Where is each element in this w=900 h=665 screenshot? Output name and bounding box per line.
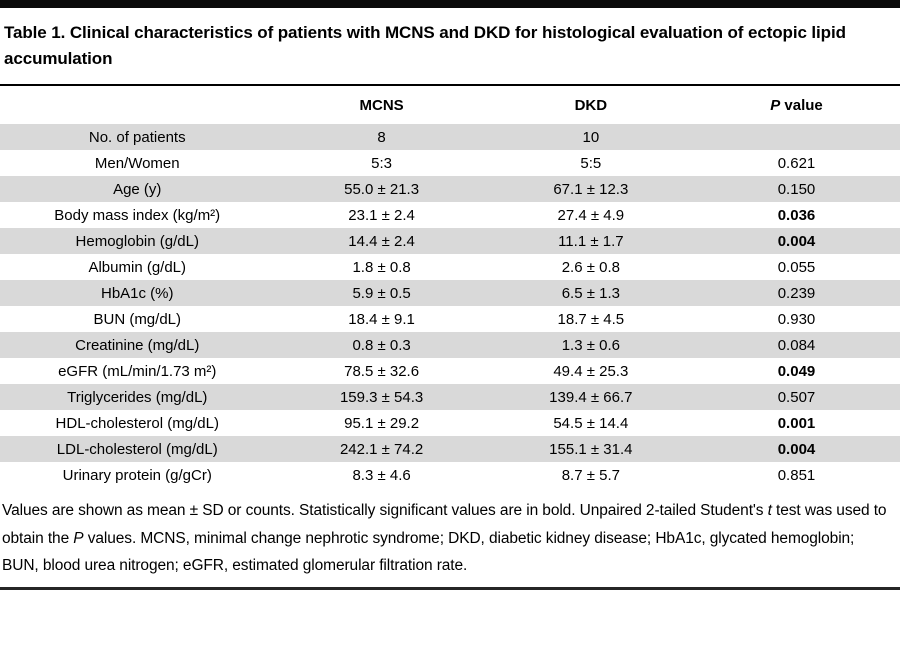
table-row: HDL-cholesterol (mg/dL) 95.1 ± 29.2 54.5 ±…	[0, 410, 900, 436]
row-label: Men/Women	[94, 154, 180, 172]
dkd-value: 10	[582, 128, 600, 146]
footnote-text: test was used to obtain the	[2, 502, 887, 547]
table-row: HbA1c (%) 5.9 ± 0.5 6.5 ± 1.3 0.239	[0, 280, 900, 306]
row-label: Creatinine (mg/dL)	[75, 336, 200, 354]
header-row: MCNS DKD P value	[0, 86, 900, 124]
mcns-value: 5:3	[371, 154, 393, 172]
mcns-value: 0.8 ± 0.3	[352, 336, 411, 354]
mcns-value: 5.9 ± 0.5	[352, 284, 411, 302]
p-value: 0.507	[777, 388, 816, 406]
dkd-value: 27.4 ± 4.9	[557, 206, 625, 224]
row-label: Hemoglobin (g/dL)	[75, 232, 199, 250]
dkd-value: 139.4 ± 66.7	[549, 388, 633, 406]
p-value: 0.930	[777, 310, 816, 328]
dkd-value: 18.7 ± 4.5	[557, 310, 625, 328]
p-value: 0.239	[777, 284, 816, 302]
dkd-value: 155.1 ± 31.4	[549, 440, 633, 458]
dkd-value: 6.5 ± 1.3	[561, 284, 620, 302]
p-value: 0.150	[777, 180, 816, 198]
dkd-value: 54.5 ± 14.4	[553, 414, 629, 432]
row-label: Albumin (g/dL)	[88, 258, 187, 276]
p-value: 0.004	[777, 440, 816, 458]
clinical-characteristics-table: MCNS DKD P value No. of patients 8 10 Men/W…	[0, 86, 900, 488]
table-row: Men/Women 5:3 5:5 0.621	[0, 150, 900, 176]
p-value: 0.084	[777, 336, 816, 354]
column-header-parameter	[0, 86, 275, 124]
mcns-value: 23.1 ± 2.4	[348, 206, 415, 224]
table-row: Body mass index (kg/m²) 23.1 ± 2.4 27.4 ± …	[0, 202, 900, 228]
row-label: HDL-cholesterol (mg/dL)	[55, 414, 219, 432]
table-row: Urinary protein (g/gCr) 8.3 ± 4.6 8.7 ± 5.…	[0, 462, 900, 488]
row-label: No. of patients	[88, 128, 186, 146]
table-row: Hemoglobin (g/dL) 14.4 ± 2.4 11.1 ± 1.7 0.0…	[0, 228, 900, 254]
mcns-value: 242.1 ± 74.2	[339, 440, 424, 458]
row-label: LDL-cholesterol (mg/dL)	[56, 440, 218, 458]
column-header-p-value: P value	[692, 86, 900, 124]
table-row: BUN (mg/dL) 18.4 ± 9.1 18.7 ± 4.5 0.930	[0, 306, 900, 332]
column-header-dkd: DKD	[488, 86, 693, 124]
row-label: Body mass index (kg/m²)	[54, 206, 221, 224]
footnote-italic-t: t	[767, 502, 772, 519]
p-value: 0.055	[777, 258, 816, 276]
mcns-value: 8	[377, 128, 386, 146]
row-label: Age (y)	[113, 180, 162, 198]
row-label: Triglycerides (mg/dL)	[67, 388, 208, 406]
table-row: Albumin (g/dL) 1.8 ± 0.8 2.6 ± 0.8 0.055	[0, 254, 900, 280]
dkd-value: 1.3 ± 0.6	[561, 336, 620, 354]
table-row: Age (y) 55.0 ± 21.3 67.1 ± 12.3 0.150	[0, 176, 900, 202]
p-value: 0.621	[777, 154, 816, 172]
table-row: Creatinine (mg/dL) 0.8 ± 0.3 1.3 ± 0.6 0.08…	[0, 332, 900, 358]
mcns-value: 18.4 ± 9.1	[348, 310, 415, 328]
column-header-mcns: MCNS	[274, 86, 489, 124]
row-label: Urinary protein (g/gCr)	[62, 466, 212, 484]
mcns-value: 55.0 ± 21.3	[344, 180, 420, 198]
dkd-value: 67.1 ± 12.3	[553, 180, 629, 198]
p-value-rest-label: value	[780, 96, 823, 114]
table-title-block: Table 1. Clinical characteristics of pat…	[0, 8, 900, 86]
footnote-italic-p: P	[73, 529, 84, 547]
p-value: 0.049	[777, 362, 816, 380]
mcns-value: 78.5 ± 32.6	[344, 362, 420, 380]
p-value: 0.036	[777, 206, 816, 224]
p-value: 0.851	[777, 466, 816, 484]
dkd-value: 49.4 ± 25.3	[553, 362, 629, 380]
mcns-value: 95.1 ± 29.2	[344, 414, 420, 432]
table-body: No. of patients 8 10 Men/Women 5:3 5:5 0.621 Ag…	[0, 124, 900, 488]
p-value: 0.001	[777, 414, 816, 432]
dkd-value: 5:5	[580, 154, 602, 172]
dkd-value: 11.1 ± 1.7	[558, 232, 624, 250]
top-divider-bar	[0, 0, 900, 8]
table-row: LDL-cholesterol (mg/dL) 242.1 ± 74.2 155.1…	[0, 436, 900, 462]
mcns-value: 8.3 ± 4.6	[352, 466, 411, 484]
footnote-text: values. MCNS, minimal change nephrotic s…	[2, 529, 855, 575]
row-label: HbA1c (%)	[100, 284, 174, 302]
footnote-text: Values are shown as mean ± SD or counts.…	[2, 502, 768, 519]
row-label: BUN (mg/dL)	[93, 310, 182, 328]
p-value: 0.004	[777, 232, 816, 250]
p-value-italic-letter: P	[770, 96, 781, 114]
bottom-divider-rule	[0, 586, 900, 590]
table-row: No. of patients 8 10	[0, 124, 900, 150]
mcns-value: 159.3 ± 54.3	[339, 388, 424, 406]
p-value	[693, 124, 900, 150]
dkd-value: 2.6 ± 0.8	[561, 258, 620, 276]
dkd-value: 8.7 ± 5.7	[561, 466, 620, 484]
row-label: eGFR (mL/min/1.73 m²)	[58, 362, 217, 380]
table-row: Triglycerides (mg/dL) 159.3 ± 54.3 139.4 ±…	[0, 384, 900, 410]
mcns-value: 14.4 ± 2.4	[348, 232, 415, 250]
page-title: Table 1. Clinical characteristics of pat…	[4, 23, 846, 68]
mcns-value: 1.8 ± 0.8	[352, 258, 411, 276]
table-row: eGFR (mL/min/1.73 m²) 78.5 ± 32.6 49.4 ± 2…	[0, 358, 900, 384]
table-footnote: Values are shown as mean ± SD or counts.…	[0, 488, 900, 580]
